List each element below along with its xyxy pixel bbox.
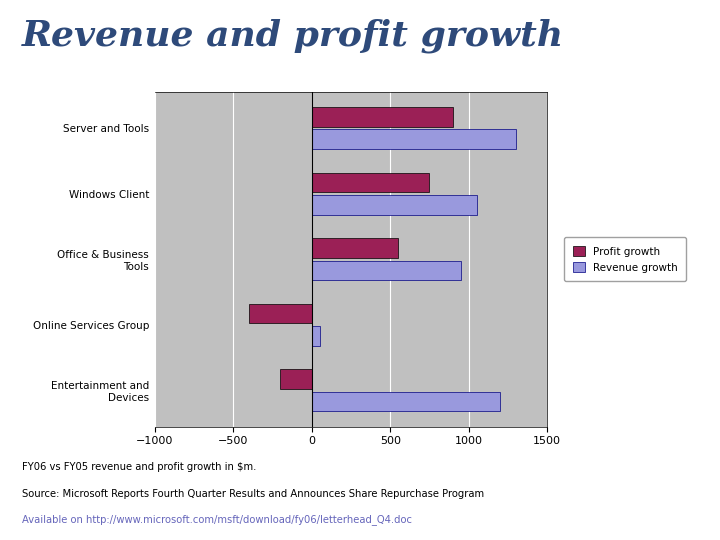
Bar: [312, 326, 320, 346]
Text: Source: Microsoft Reports Fourth Quarter Results and Announces Share Repurchase : Source: Microsoft Reports Fourth Quarter…: [22, 489, 484, 499]
Bar: [312, 107, 453, 127]
Bar: [312, 392, 500, 411]
Bar: [312, 129, 516, 149]
Bar: [312, 238, 398, 258]
Bar: [249, 304, 312, 323]
Text: FY06 vs FY05 revenue and profit growth in $m.: FY06 vs FY05 revenue and profit growth i…: [22, 462, 256, 472]
Bar: [312, 260, 461, 280]
Bar: [280, 369, 312, 389]
Text: Revenue and profit growth: Revenue and profit growth: [22, 19, 564, 53]
Text: Available on http://www.microsoft.com/msft/download/fy06/letterhead_Q4.doc: Available on http://www.microsoft.com/ms…: [22, 514, 412, 525]
Bar: [312, 195, 477, 214]
Bar: [312, 173, 430, 192]
Legend: Profit growth, Revenue growth: Profit growth, Revenue growth: [564, 238, 686, 281]
